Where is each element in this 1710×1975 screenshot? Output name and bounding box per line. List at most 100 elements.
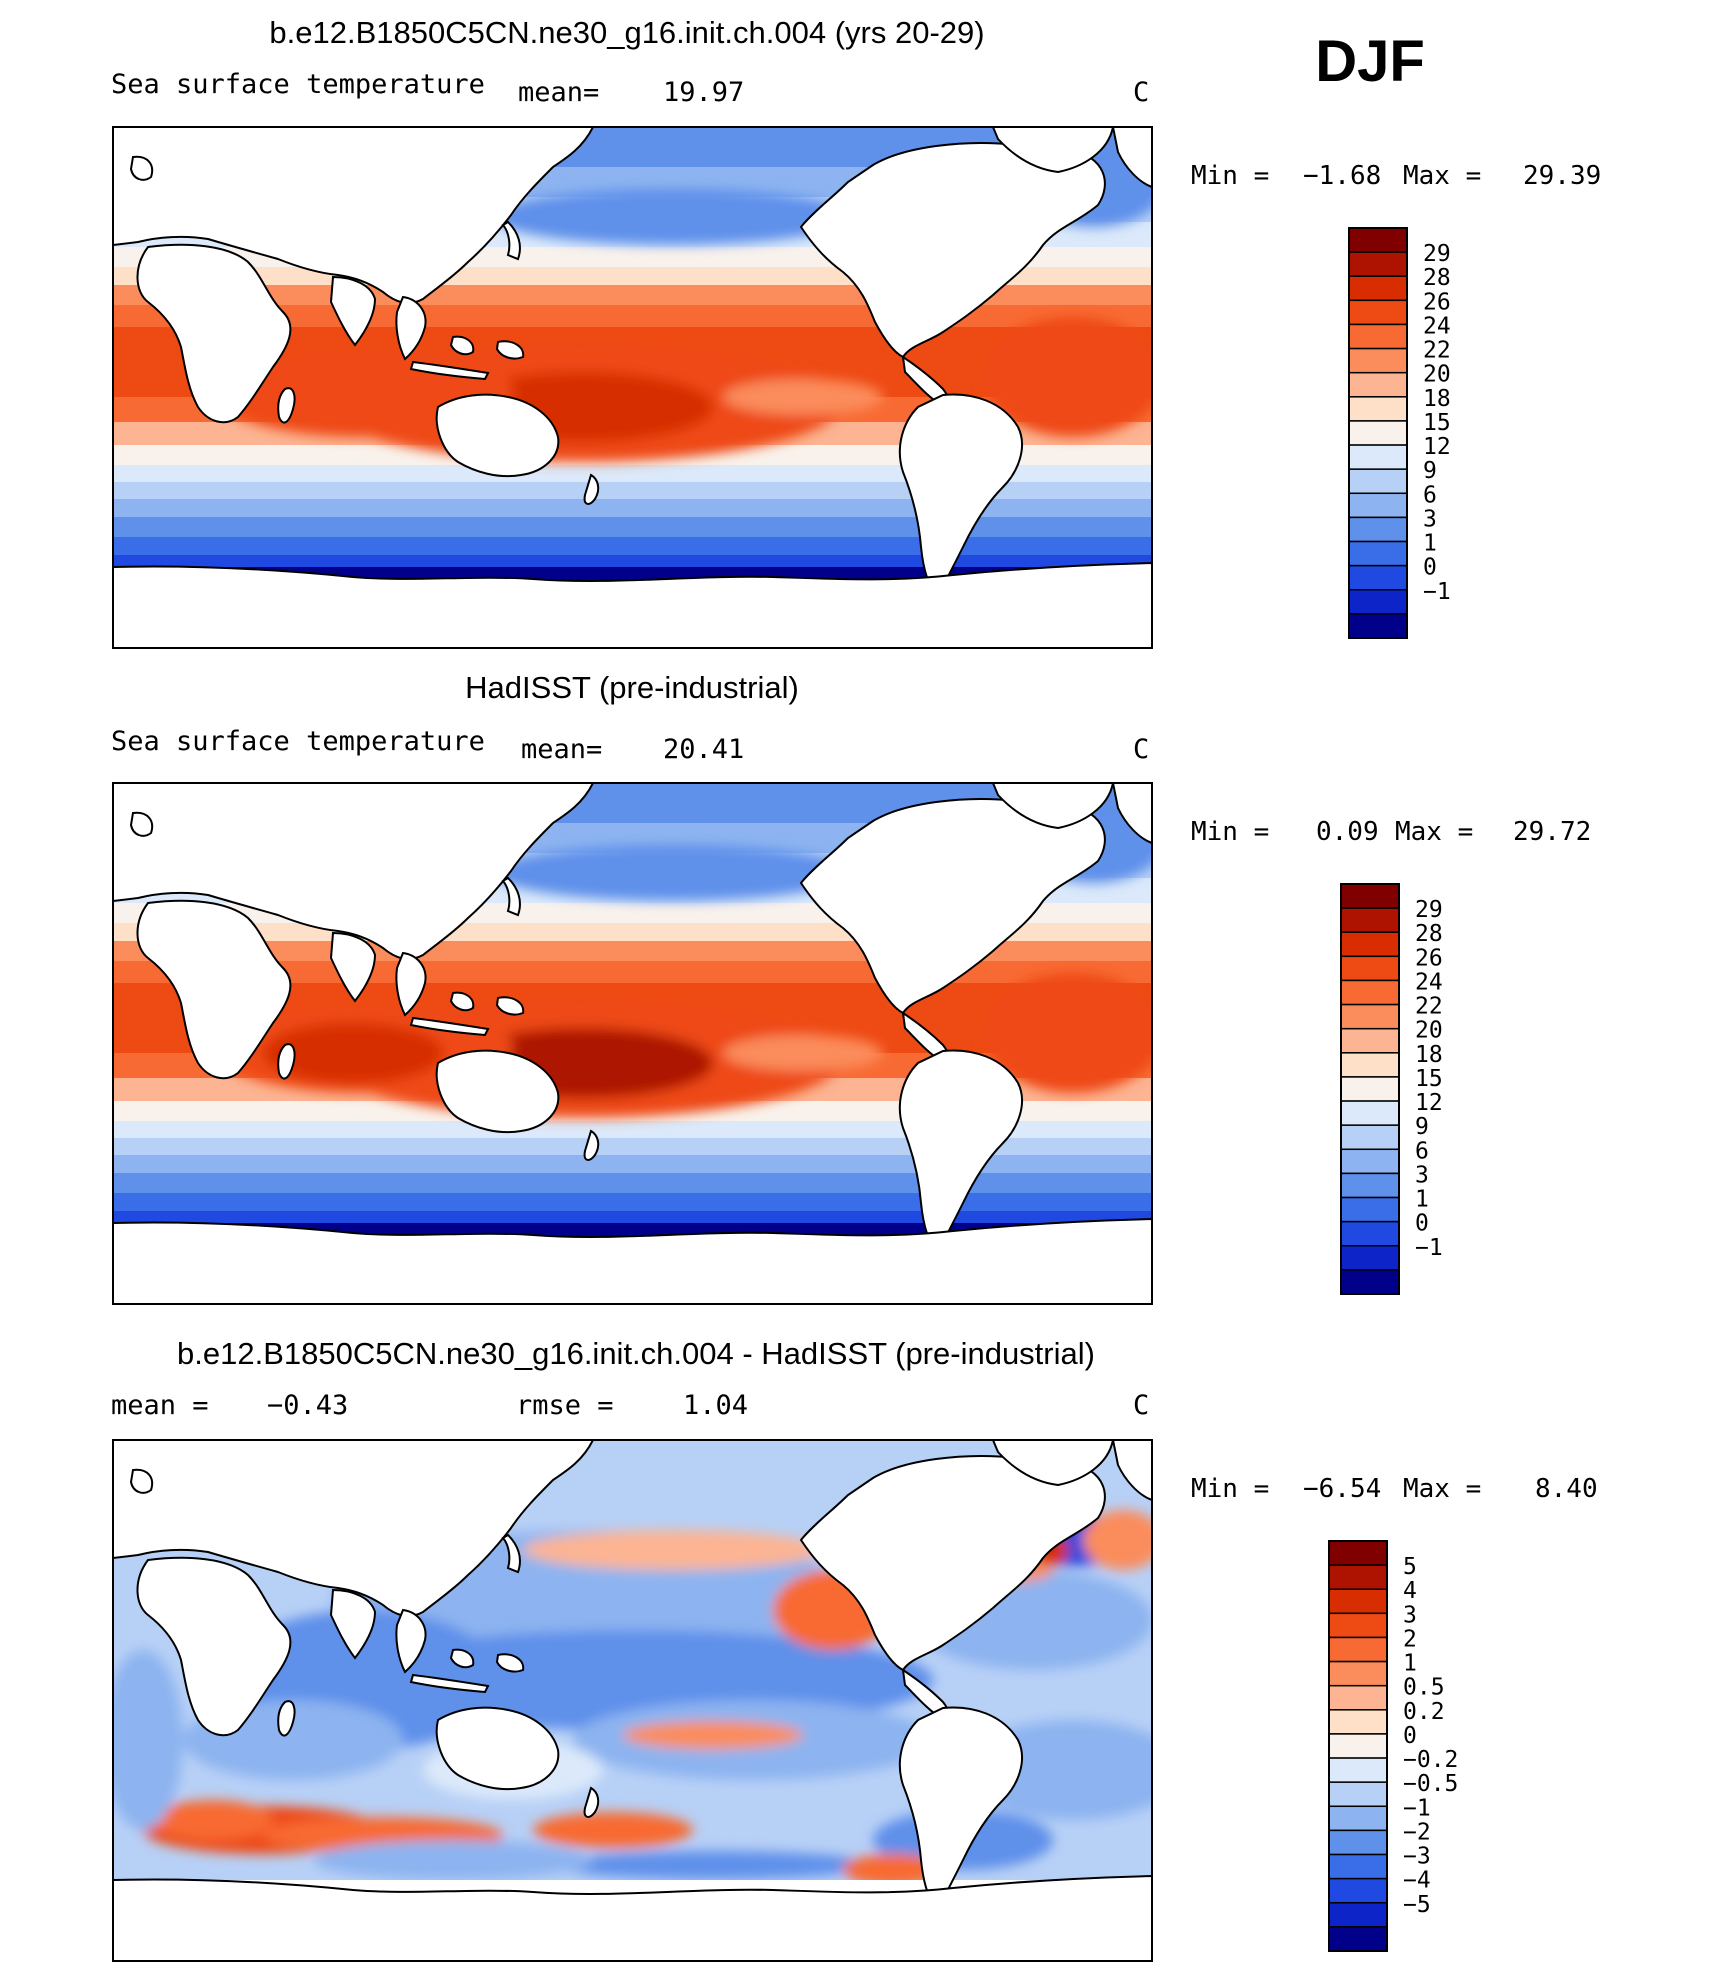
panel1-colorbar-label: 26: [1423, 289, 1451, 315]
panel1-colorbar-swatch: [1348, 444, 1408, 470]
panel2-colorbar-swatch: [1340, 955, 1400, 982]
panel1-colorbar-swatch: [1348, 323, 1408, 350]
panel1-map: [112, 126, 1153, 649]
panel2-mean-label: mean=: [521, 734, 602, 765]
panel1-colorbar-swatch: [1348, 589, 1408, 615]
panel3-colorbar-swatch: [1328, 1877, 1388, 1904]
panel2-colorbar-label: −1: [1415, 1235, 1443, 1261]
panel3-colorbar-swatch: [1328, 1757, 1388, 1783]
panel2-colorbar-label: 18: [1415, 1042, 1443, 1068]
panel2-colorbar-swatch: [1340, 1100, 1400, 1126]
panel2-colorbar-label: 9: [1415, 1114, 1429, 1140]
panel2-mean-value: 20.41: [663, 734, 744, 765]
panel3-colorbar-swatch: [1328, 1660, 1388, 1687]
panel3-colorbar-swatch: [1328, 1588, 1388, 1615]
panel1-colorbar-swatch: [1348, 420, 1408, 446]
panel3-colorbar-swatch: [1328, 1709, 1388, 1735]
panel3-colorbar-swatch: [1328, 1781, 1388, 1808]
panel3-title: b.e12.B1850C5CN.ne30_g16.init.ch.004 - H…: [177, 1336, 1095, 1371]
panel2-colorbar-label: 1: [1415, 1187, 1429, 1213]
panel3-rmse-label: rmse =: [516, 1390, 614, 1421]
panel1-colorbar-swatch: [1348, 516, 1408, 543]
panel1-colorbar-label: 3: [1423, 506, 1437, 532]
panel3-colorbar-label: 5: [1403, 1554, 1417, 1580]
panel2-colorbar-label: 29: [1415, 897, 1443, 923]
panel2-map: [112, 782, 1153, 1305]
panel3-map: [112, 1439, 1153, 1962]
panel3-min-label: Min =: [1191, 1474, 1269, 1504]
panel2-colorbar-swatch: [1340, 1196, 1400, 1223]
panel2-colorbar-label: 22: [1415, 994, 1443, 1020]
panel3-mean-label: mean =: [111, 1390, 209, 1421]
panel3-frame: [112, 1439, 1153, 1962]
panel2-colorbar-swatch: [1340, 1052, 1400, 1078]
panel1-colorbar-swatch: [1348, 613, 1408, 639]
panel2-max-label: Max =: [1395, 817, 1473, 847]
panel1-min-value: −1.68: [1303, 161, 1381, 191]
panel1-units: C: [1133, 77, 1149, 108]
panel3-colorbar-label: −3: [1403, 1844, 1431, 1870]
panel3-colorbar-swatch: [1328, 1612, 1388, 1639]
panel1-min-label: Min =: [1191, 161, 1269, 191]
panel1-mean-value: 19.97: [663, 77, 744, 108]
panel3-colorbar-swatch: [1328, 1853, 1388, 1880]
panel2-colorbar-label: 20: [1415, 1018, 1443, 1044]
panel3-colorbar-swatch: [1328, 1902, 1388, 1928]
panel1-colorbar-swatch: [1348, 371, 1408, 398]
panel3-colorbar-label: 0: [1403, 1723, 1417, 1749]
panel3-colorbar-label: 0.5: [1403, 1675, 1445, 1701]
panel2-colorbar-label: 28: [1415, 921, 1443, 947]
panel2-title: HadISST (pre-industrial): [465, 670, 799, 705]
panel2-colorbar-swatch: [1340, 1027, 1400, 1054]
panel2-colorbar-swatch: [1340, 1148, 1400, 1175]
panel3-colorbar-label: −2: [1403, 1819, 1431, 1845]
panel1-colorbar-swatch: [1348, 396, 1408, 422]
panel1-colorbar-swatch: [1348, 468, 1408, 495]
panel3-colorbar-label: −5: [1403, 1892, 1431, 1918]
panel3-min-value: −6.54: [1303, 1474, 1381, 1504]
panel3-rmse-value: 1.04: [683, 1390, 748, 1421]
panel2-colorbar-swatch: [1340, 1220, 1400, 1247]
panel3-colorbar-label: 4: [1403, 1578, 1417, 1604]
panel1-colorbar-label: 24: [1423, 313, 1451, 339]
panel1-max-label: Max =: [1403, 161, 1481, 191]
panel3-colorbar-swatch: [1328, 1926, 1388, 1952]
panel1-colorbar-swatch: [1348, 564, 1408, 591]
panel3-max-label: Max =: [1403, 1474, 1481, 1504]
panel1-colorbar-label: −1: [1423, 579, 1451, 605]
panel1-colorbar-swatch: [1348, 347, 1408, 374]
panel1-colorbar-label: 28: [1423, 265, 1451, 291]
panel1-colorbar-swatch: [1348, 275, 1408, 302]
panel1-colorbar-swatch: [1348, 251, 1408, 277]
panel1-colorbar-label: 20: [1423, 362, 1451, 388]
panel3-colorbar-label: 1: [1403, 1651, 1417, 1677]
panel1-variable: Sea surface temperature: [111, 69, 485, 100]
panel3-colorbar-label: −0.5: [1403, 1771, 1458, 1797]
panel3-colorbar-swatch: [1328, 1684, 1388, 1711]
panel2-colorbar-swatch: [1340, 883, 1400, 909]
panel2-units: C: [1133, 734, 1149, 765]
panel3-colorbar-swatch: [1328, 1636, 1388, 1663]
panel1-colorbar-label: 0: [1423, 555, 1437, 581]
panel1-colorbar-label: 1: [1423, 531, 1437, 557]
panel3-colorbar-label: −1: [1403, 1795, 1431, 1821]
panel2-colorbar-swatch: [1340, 1003, 1400, 1030]
panel1-colorbar-label: 12: [1423, 434, 1451, 460]
panel2-colorbar-swatch: [1340, 1245, 1400, 1271]
panel3-max-value: 8.40: [1535, 1474, 1598, 1504]
panel3-colorbar-label: 3: [1403, 1602, 1417, 1628]
panel2-colorbar-label: 26: [1415, 945, 1443, 971]
panel2-colorbar-label: 3: [1415, 1162, 1429, 1188]
panel3-colorbar-label: 2: [1403, 1626, 1417, 1652]
panel1-colorbar-swatch: [1348, 492, 1408, 519]
panel1-colorbar-label: 15: [1423, 410, 1451, 436]
panel1-max-value: 29.39: [1523, 161, 1601, 191]
panel2-colorbar-label: 24: [1415, 969, 1443, 995]
panel3-colorbar-swatch: [1328, 1805, 1388, 1832]
panel1-colorbar-label: 18: [1423, 386, 1451, 412]
panel2-max-value: 29.72: [1513, 817, 1591, 847]
panel2-variable: Sea surface temperature: [111, 726, 485, 757]
